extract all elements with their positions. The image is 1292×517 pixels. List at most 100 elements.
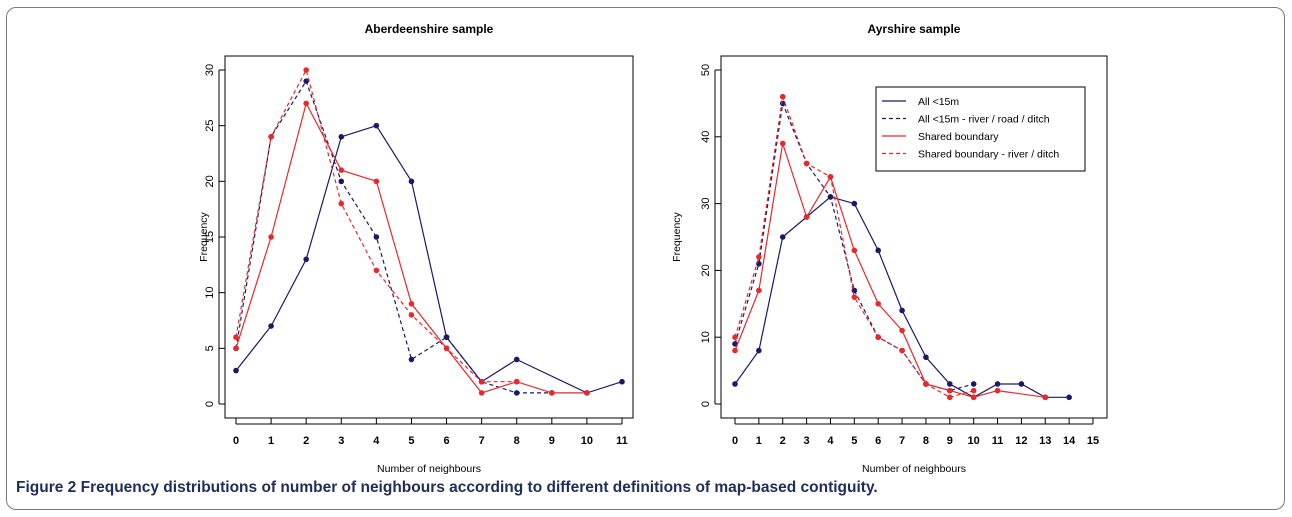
data-point bbox=[303, 100, 309, 107]
x-tick-label: 13 bbox=[1039, 435, 1051, 447]
y-tick-label: 15 bbox=[204, 231, 216, 243]
data-point bbox=[338, 200, 345, 207]
series-line-4 bbox=[734, 96, 974, 398]
data-point bbox=[947, 394, 953, 401]
y-axis-label: Frequency bbox=[671, 211, 683, 261]
legend-entry: Shared boundary bbox=[918, 131, 999, 143]
data-point bbox=[851, 200, 858, 207]
data-point bbox=[1018, 381, 1025, 387]
x-tick-label: 2 bbox=[780, 435, 786, 447]
x-tick-label: 4 bbox=[373, 435, 380, 447]
data-point bbox=[303, 256, 309, 263]
data-point bbox=[268, 134, 274, 140]
x-tick-label: 4 bbox=[827, 435, 834, 447]
x-tick-label: 5 bbox=[851, 435, 857, 447]
series-line-1 bbox=[734, 196, 1070, 398]
data-point bbox=[373, 122, 380, 129]
series-line-4 bbox=[235, 68, 517, 383]
data-point bbox=[443, 345, 450, 352]
y-tick-label: 5 bbox=[204, 345, 216, 351]
data-point bbox=[268, 234, 274, 240]
x-tick-label: 6 bbox=[875, 435, 881, 447]
data-point bbox=[584, 390, 590, 396]
x-tick-label: 6 bbox=[443, 435, 449, 447]
figure-frame bbox=[6, 7, 1285, 510]
x-tick-label: 10 bbox=[581, 435, 593, 447]
legend-box bbox=[875, 86, 1086, 172]
x-tick-label: 9 bbox=[947, 435, 953, 447]
data-point bbox=[779, 234, 786, 240]
data-point bbox=[756, 287, 762, 294]
figure-caption-text: Frequency distributions of number of nei… bbox=[76, 479, 878, 496]
x-tick-label: 0 bbox=[233, 435, 239, 447]
x-tick-label: 0 bbox=[732, 435, 738, 447]
data-point bbox=[1066, 394, 1072, 401]
x-tick-label: 10 bbox=[968, 435, 980, 447]
y-tick-label: 20 bbox=[204, 175, 216, 187]
data-point bbox=[233, 345, 239, 352]
data-point bbox=[233, 334, 239, 341]
x-tick-label: 11 bbox=[992, 435, 1004, 447]
data-point bbox=[827, 174, 834, 180]
data-point bbox=[732, 347, 738, 354]
data-point bbox=[947, 387, 953, 394]
figure-caption: Figure 2 Frequency distributions of numb… bbox=[16, 479, 878, 497]
data-point bbox=[338, 178, 345, 185]
data-point bbox=[947, 381, 953, 387]
x-tick-label: 3 bbox=[804, 435, 810, 447]
x-tick-label: 9 bbox=[549, 435, 555, 447]
data-point bbox=[970, 381, 977, 387]
x-axis-label: Number of neighbours bbox=[377, 463, 481, 475]
legend-entry: All <15m - river / road / ditch bbox=[918, 114, 1050, 126]
data-point bbox=[779, 140, 786, 147]
data-point bbox=[899, 327, 905, 334]
y-tick-label: 10 bbox=[700, 331, 712, 343]
x-tick-label: 8 bbox=[923, 435, 929, 447]
x-tick-label: 1 bbox=[268, 435, 274, 447]
data-point bbox=[338, 134, 345, 140]
data-point bbox=[994, 381, 1001, 387]
series-line-2 bbox=[235, 79, 552, 394]
chart-title: Aberdeenshire sample bbox=[365, 22, 494, 36]
x-tick-label: 7 bbox=[899, 435, 905, 447]
plot-box bbox=[224, 55, 634, 419]
data-point bbox=[373, 178, 380, 185]
series-line-3 bbox=[734, 143, 1046, 398]
data-point bbox=[443, 334, 450, 341]
data-point bbox=[875, 247, 881, 254]
data-point bbox=[408, 301, 415, 307]
data-point bbox=[303, 67, 309, 73]
y-tick-label: 0 bbox=[700, 401, 712, 407]
legend-entry: All <15m bbox=[918, 96, 959, 108]
data-point bbox=[970, 387, 977, 394]
chart-1: Aberdeenshire sample 0 1 2 3 4 5 6 7 8 9 10 11 0 5 10 15… bbox=[198, 22, 634, 475]
data-point bbox=[875, 334, 881, 341]
data-point bbox=[408, 356, 415, 363]
y-tick-label: 0 bbox=[204, 401, 216, 407]
data-point bbox=[549, 390, 555, 396]
data-point bbox=[803, 214, 810, 220]
y-tick-label: 30 bbox=[204, 64, 216, 76]
data-point bbox=[373, 267, 380, 274]
data-point bbox=[408, 312, 415, 318]
y-axis-label: Frequency bbox=[198, 211, 210, 261]
data-point bbox=[338, 167, 345, 173]
data-point bbox=[851, 294, 858, 300]
data-point bbox=[779, 93, 786, 100]
chart-title: Ayrshire sample bbox=[868, 22, 961, 36]
data-point bbox=[923, 381, 929, 387]
figure-caption-label: Figure 2 bbox=[16, 479, 77, 496]
x-tick-label: 11 bbox=[616, 435, 628, 447]
plot-box bbox=[720, 55, 1108, 419]
data-point bbox=[732, 334, 738, 341]
y-tick-label: 20 bbox=[700, 264, 712, 276]
series-line-1 bbox=[235, 124, 623, 394]
data-point bbox=[478, 378, 485, 385]
x-tick-label: 5 bbox=[408, 435, 414, 447]
data-point bbox=[970, 394, 977, 401]
x-tick-label: 8 bbox=[514, 435, 520, 447]
data-point bbox=[513, 378, 520, 385]
data-point bbox=[732, 341, 738, 347]
